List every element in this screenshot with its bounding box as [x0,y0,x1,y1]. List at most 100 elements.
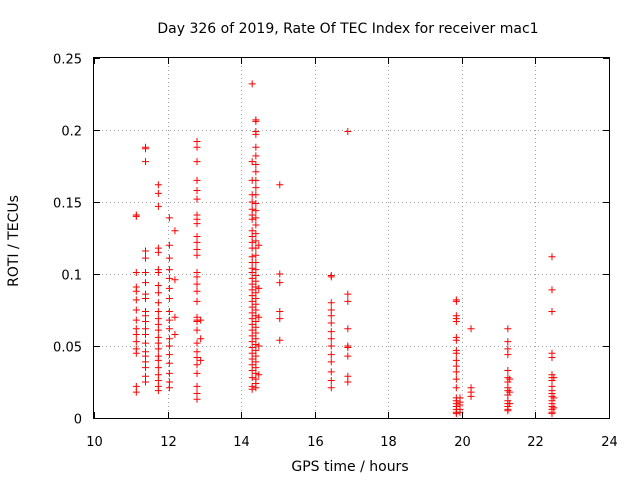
data-point [142,269,149,277]
data-point [165,351,173,359]
data-point [165,284,173,292]
data-point [252,176,260,184]
data-point [327,335,335,343]
y-tick-label: 0.25 [53,53,82,68]
data-point [327,377,335,385]
y-axis-title: ROTI / TECUs [6,195,22,287]
data-point [276,279,284,287]
data-point [154,248,162,256]
data-point [165,325,173,333]
data-point [193,220,201,228]
data-point [165,214,173,222]
data-point [252,251,260,259]
data-point [252,161,260,169]
data-point [165,384,173,392]
data-point [252,258,260,266]
data-point [276,336,284,344]
data-point [452,368,460,376]
data-point [506,388,514,396]
data-point [193,318,201,326]
data-point [132,388,140,396]
data-point [154,299,162,307]
data-point [193,361,201,369]
data-point [142,339,149,347]
data-point [132,338,140,346]
data-point [452,410,460,418]
data-point [165,266,173,274]
data-point [252,244,260,252]
data-point [165,254,173,262]
data-point [248,158,256,166]
x-tick-label: 14 [233,435,250,450]
data-point [248,374,256,382]
data-point [142,145,149,153]
y-tick-label: 0 [74,413,82,428]
data-point [504,338,512,346]
data-point [142,364,149,372]
data-point [327,368,335,376]
data-point [276,307,284,315]
data-point [550,404,558,412]
data-point [154,282,162,290]
data-point [165,316,173,324]
data-point [327,351,335,359]
data-point [452,297,460,305]
data-point [193,339,201,347]
data-point [344,290,352,298]
data-point [154,356,162,364]
data-point [154,326,162,334]
data-point [165,307,173,315]
data-point [344,352,352,360]
data-point [193,195,201,203]
y-tick-label: 0.05 [53,341,82,356]
data-point [193,326,201,334]
data-point [193,354,201,362]
data-point [132,212,140,220]
data-point [548,354,556,362]
data-point [327,299,335,307]
data-point [252,207,260,215]
data-point [252,184,260,192]
data-point [276,315,284,323]
data-point [171,227,179,235]
data-point [344,343,352,351]
data-point [344,378,352,386]
data-point [193,158,201,166]
data-point [452,384,460,392]
tick-labels: 10 12 14 16 18 20 22 24 0 0.05 0.1 0.15 0.2 0.25 [53,53,618,451]
data-point [504,366,512,374]
data-point [142,294,149,302]
data-point [255,342,263,350]
x-tick-label: 10 [86,435,103,450]
data-point [193,382,201,390]
data-point [452,375,460,383]
data-point [255,284,263,292]
data-point [193,176,201,184]
data-point [154,181,162,189]
axis-ticks [94,58,610,419]
data-point [142,254,149,262]
data-point [132,296,140,304]
x-tick-label: 22 [527,435,544,450]
data-point [327,384,335,392]
data-point [165,342,173,350]
data-point [550,394,558,402]
data-points [132,80,558,418]
data-point [154,289,162,297]
data-point [252,168,260,176]
grid [94,58,609,418]
y-tick-label: 0.2 [61,125,82,140]
data-point [193,238,201,246]
data-point [504,407,512,415]
data-point [165,359,173,367]
data-point [142,330,149,338]
chart-title: Day 326 of 2019, Rate Of TEC Index for r… [157,21,538,37]
data-point [252,143,260,151]
data-point [154,307,162,315]
data-point [248,80,256,88]
data-point [452,336,460,344]
data-point [193,273,201,281]
data-point [548,410,556,418]
x-tick-label: 20 [454,435,471,450]
